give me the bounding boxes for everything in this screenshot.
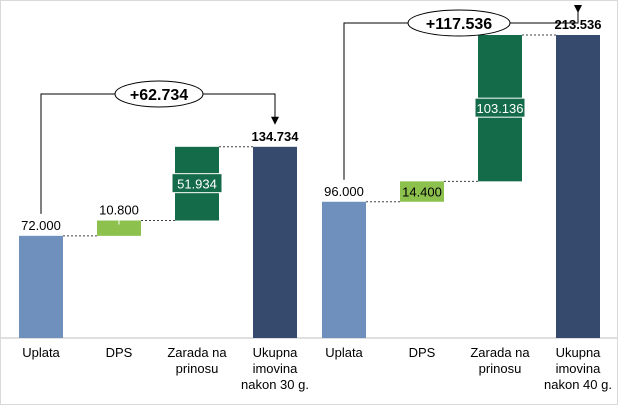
arrow-head-icon [574, 4, 582, 13]
arrow-head-icon [271, 116, 279, 125]
category-label: Uplata [22, 345, 60, 360]
category-label: DPS [409, 345, 436, 360]
category-label: Uplata [325, 345, 363, 360]
category-label: Zarada na [470, 345, 530, 360]
category-label: prinosu [176, 361, 219, 376]
category-label: imovina [556, 361, 602, 376]
data-label: 51.934 [177, 177, 217, 192]
data-label: 10.800 [99, 203, 139, 218]
data-label: 14.400 [402, 184, 442, 199]
difference-label: +62.734 [130, 87, 188, 104]
difference-bracket [40, 93, 276, 214]
category-label: nakon 40 g. [544, 377, 612, 392]
category-label: prinosu [479, 361, 522, 376]
difference-ellipse [407, 9, 511, 37]
data-label-box [171, 173, 223, 194]
bar-0 [19, 235, 63, 338]
bar-0 [322, 201, 366, 338]
data-label-total: 213.536 [555, 17, 602, 32]
bar-3 [556, 34, 600, 338]
category-label: DPS [106, 345, 133, 360]
bar-3 [253, 146, 297, 338]
category-label: Ukupna [253, 345, 299, 360]
category-label: nakon 30 g. [241, 377, 309, 392]
difference-ellipse [114, 80, 204, 108]
data-label-box [474, 97, 526, 118]
data-label: 72.000 [21, 218, 61, 233]
bar-1 [97, 220, 141, 236]
data-label-total: 134.734 [252, 129, 300, 144]
data-label: 96.000 [324, 184, 364, 199]
bar-1 [400, 181, 444, 202]
category-label: Zarada na [167, 345, 227, 360]
category-label: imovina [253, 361, 299, 376]
difference-label: +117.536 [426, 16, 492, 33]
data-label: 103.136 [477, 101, 524, 116]
category-label: Ukupna [556, 345, 602, 360]
